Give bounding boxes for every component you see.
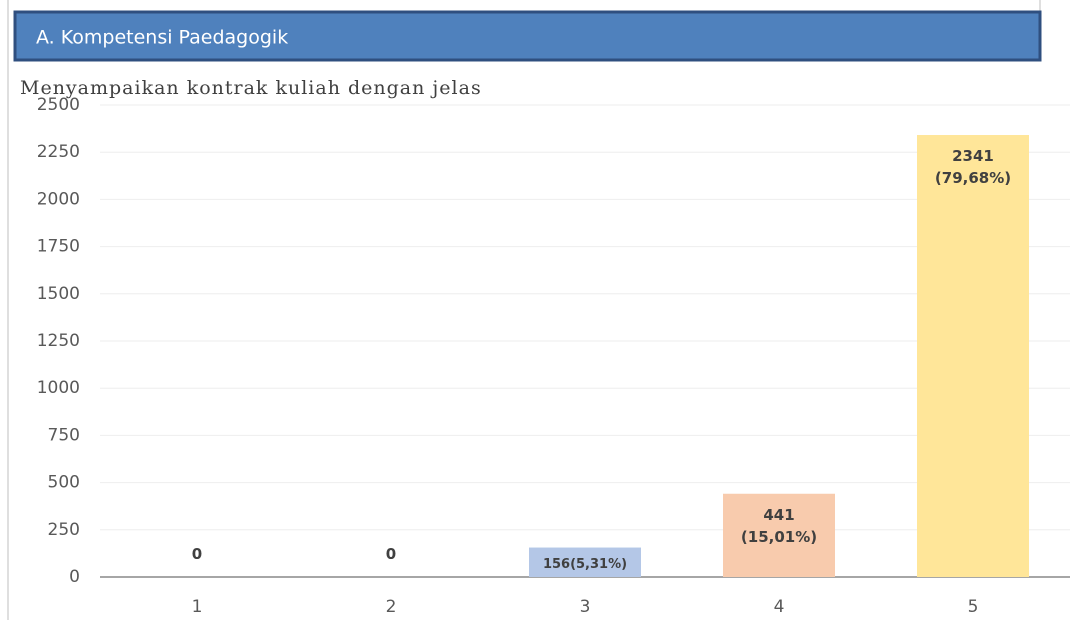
header-title: A. Kompetensi Paedagogik [36, 27, 288, 49]
y-tick-label: 1750 [37, 237, 80, 257]
x-tick-label: 3 [580, 597, 591, 617]
value-label: 156(5,31%) [542, 557, 628, 572]
y-tick-label: 0 [69, 567, 80, 587]
bar [723, 493, 835, 577]
x-tick-label: 1 [192, 597, 203, 617]
y-tick-label: 2250 [37, 142, 80, 162]
value-label: 441 (15,01%) [740, 505, 818, 546]
y-tick-label: 1000 [37, 378, 80, 398]
y-tick-label: 250 [48, 520, 80, 540]
bar [917, 135, 1029, 577]
x-tick-label: 4 [774, 597, 785, 617]
chart-title: Menyampaikan kontrak kuliah dengan jelas [20, 77, 482, 99]
y-tick-label: 1250 [37, 331, 80, 351]
value-label: 0 [385, 545, 397, 563]
x-tick-label: 5 [968, 597, 979, 617]
value-label: 2341 (79,68%) [934, 147, 1012, 188]
x-tick-label: 2 [386, 597, 397, 617]
header-banner [13, 10, 1042, 62]
y-tick-label: 500 [48, 473, 80, 493]
value-label: 0 [191, 545, 203, 563]
bar [529, 547, 641, 577]
y-tick-label: 2500 [37, 95, 80, 115]
y-tick-label: 750 [48, 425, 80, 445]
y-tick-label: 2000 [37, 189, 80, 209]
y-tick-label: 1500 [37, 284, 80, 304]
